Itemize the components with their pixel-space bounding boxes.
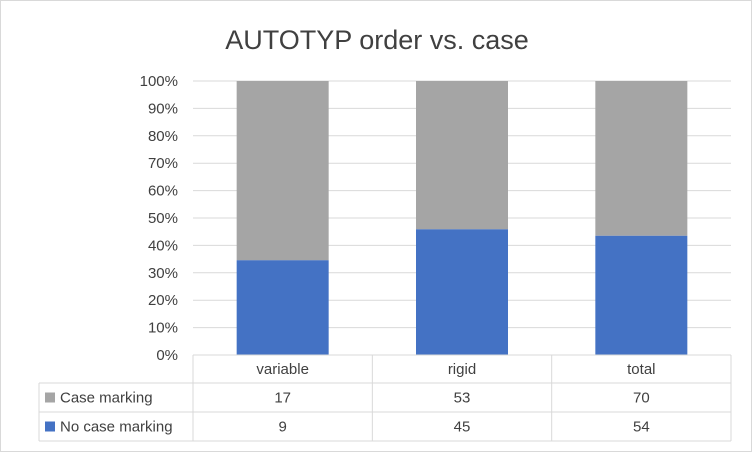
data-table-value: 53 [454,390,471,407]
data-table-value: 70 [633,390,650,407]
y-tick-label: 70% [148,155,178,172]
legend-label: No case marking [60,419,173,436]
legend-label: Case marking [60,390,153,407]
category-label: total [627,361,655,378]
category-label: rigid [448,361,476,378]
y-tick-label: 10% [148,320,178,337]
category-label: variable [256,361,309,378]
chart-title: AUTOTYP order vs. case [225,25,529,55]
data-table-value: 54 [633,419,650,436]
bar-segment-total-no-case-marking [595,235,688,355]
y-tick-label: 20% [148,292,178,309]
y-tick-label: 50% [148,210,178,227]
bar-segment-rigid-no-case-marking [416,229,508,355]
bar-segment-total-case-marking [595,81,688,236]
data-table-value: 9 [278,419,286,436]
y-tick-label: 60% [148,183,178,200]
data-table-value: 17 [274,390,291,407]
y-tick-label: 0% [156,347,178,364]
y-tick-label: 40% [148,237,178,254]
bar-segment-variable-no-case-marking [236,260,329,355]
bar-segment-rigid-case-marking [416,81,508,230]
legend-key [45,392,55,403]
y-tick-label: 100% [140,73,178,90]
data-table-value: 45 [454,419,471,436]
bar-segment-variable-case-marking [236,81,329,261]
y-tick-label: 90% [148,100,178,117]
legend-key [45,421,55,432]
y-tick-label: 80% [148,128,178,145]
y-tick-label: 30% [148,265,178,282]
